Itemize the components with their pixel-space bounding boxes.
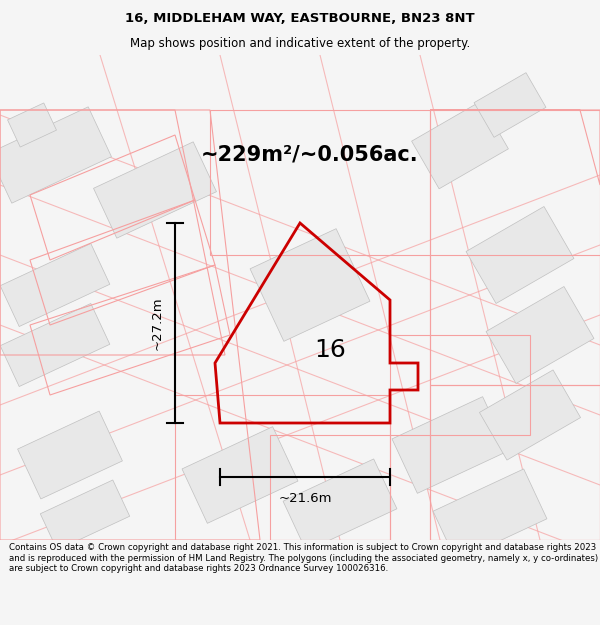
Text: ~229m²/~0.056ac.: ~229m²/~0.056ac. <box>201 145 419 165</box>
Polygon shape <box>479 370 581 460</box>
Text: Map shows position and indicative extent of the property.: Map shows position and indicative extent… <box>130 38 470 51</box>
Polygon shape <box>40 480 130 550</box>
Text: 16: 16 <box>314 338 346 362</box>
Polygon shape <box>17 411 122 499</box>
Polygon shape <box>0 244 110 326</box>
Polygon shape <box>250 229 370 341</box>
Polygon shape <box>0 107 112 203</box>
Polygon shape <box>412 101 508 189</box>
Polygon shape <box>392 397 508 493</box>
Polygon shape <box>0 304 110 386</box>
Polygon shape <box>466 206 574 304</box>
Polygon shape <box>8 103 56 147</box>
Text: Contains OS data © Crown copyright and database right 2021. This information is : Contains OS data © Crown copyright and d… <box>9 543 598 573</box>
Polygon shape <box>486 286 594 384</box>
Text: ~21.6m: ~21.6m <box>278 492 332 506</box>
Polygon shape <box>182 427 298 523</box>
Polygon shape <box>474 72 546 138</box>
Polygon shape <box>433 469 547 561</box>
Text: ~27.2m: ~27.2m <box>151 296 163 350</box>
Text: 16, MIDDLEHAM WAY, EASTBOURNE, BN23 8NT: 16, MIDDLEHAM WAY, EASTBOURNE, BN23 8NT <box>125 12 475 25</box>
Polygon shape <box>283 459 397 551</box>
Polygon shape <box>94 142 217 238</box>
